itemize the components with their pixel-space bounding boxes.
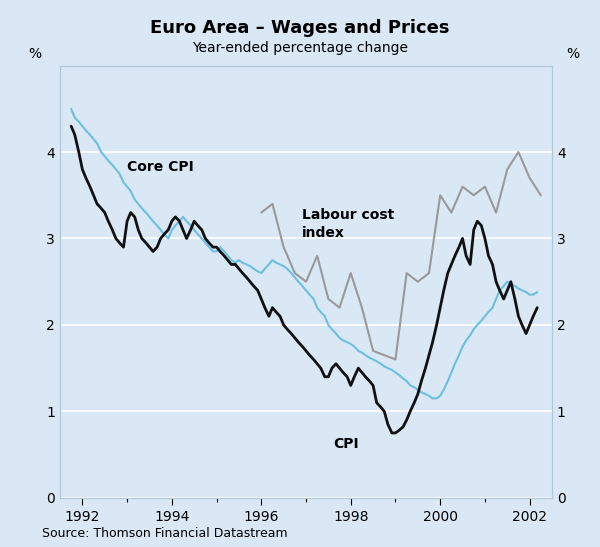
Text: %: % (566, 48, 579, 61)
Text: Euro Area – Wages and Prices: Euro Area – Wages and Prices (150, 19, 450, 37)
Text: Labour cost
index: Labour cost index (302, 208, 394, 240)
Text: CPI: CPI (333, 437, 358, 451)
Text: %: % (28, 48, 41, 61)
Text: Source: Thomson Financial Datastream: Source: Thomson Financial Datastream (42, 527, 287, 540)
Text: Core CPI: Core CPI (127, 160, 194, 174)
Text: Year-ended percentage change: Year-ended percentage change (192, 41, 408, 55)
